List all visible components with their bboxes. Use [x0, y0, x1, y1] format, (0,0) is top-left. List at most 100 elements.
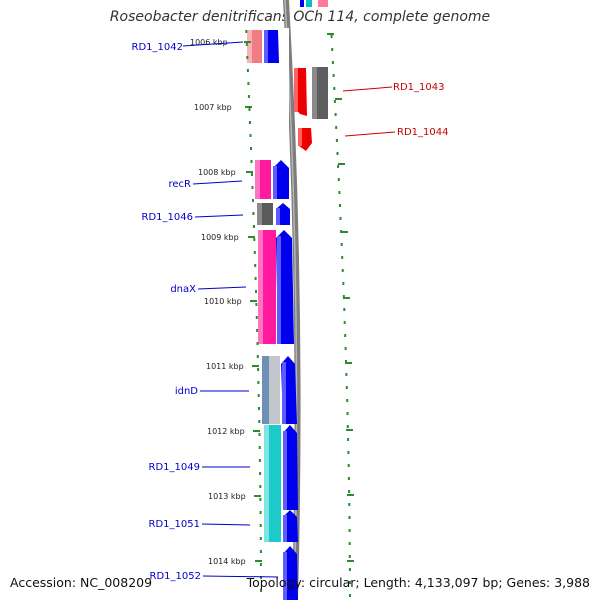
inner-tick-dot	[255, 290, 257, 293]
gene-label-rd1-1043[interactable]: RD1_1043	[342, 82, 444, 93]
inner-tick-dot	[256, 355, 259, 358]
inner-tick-dot	[246, 69, 249, 72]
gene-label-text[interactable]: RD1_1052	[150, 571, 201, 582]
outer-tick-dot	[337, 165, 340, 168]
outer-tick-dot	[336, 152, 339, 155]
outer-tick-dot	[348, 516, 351, 519]
gene-label-idnD[interactable]: idnD	[175, 386, 249, 397]
outer-tick-dot	[338, 191, 341, 194]
inner-tick-dot	[258, 407, 260, 410]
gene-label-text[interactable]: RD1_1049	[149, 462, 200, 473]
outer-tick-dot	[343, 321, 346, 324]
gene-label-text[interactable]: idnD	[175, 386, 198, 397]
inner-tick-dot	[254, 277, 257, 280]
outer-tick-dot	[339, 217, 342, 220]
gene-label-text[interactable]: recR	[169, 179, 192, 190]
inner-tick-dot	[259, 524, 262, 527]
inner-tick-dot	[260, 576, 262, 579]
inner-tick-dot	[260, 589, 262, 592]
outer-tick-dot	[347, 451, 350, 454]
outer-tick-dot	[341, 256, 344, 259]
kbp-tick: 1011 kbp	[206, 362, 259, 371]
outer-tick-dot	[348, 555, 351, 558]
inner-tick-dot	[251, 173, 253, 176]
inner-tick-dot	[258, 433, 261, 436]
inner-tick-dot	[255, 303, 258, 306]
outer-tick-dot	[346, 399, 349, 402]
kbp-tick: 1006 kbp	[190, 38, 251, 47]
inner-tick-dot	[249, 121, 251, 124]
inner-tick-dot	[258, 446, 261, 449]
gene-label-rd1-1046[interactable]: RD1_1046	[142, 212, 244, 223]
gene-label-text[interactable]: RD1_1046	[142, 212, 193, 223]
kbp-tick-label: 1008 kbp	[198, 168, 236, 177]
outer-tick-dot	[346, 425, 349, 428]
gene-label-rd1-1044[interactable]: RD1_1044	[344, 127, 448, 138]
outer-tick-dot	[344, 347, 347, 350]
outer-tick-dot	[345, 360, 347, 363]
inner-tick-dot	[252, 225, 255, 228]
kbp-tick-label: 1009 kbp	[201, 233, 239, 242]
outer-tick-dot	[341, 269, 344, 272]
kbp-tick-label: 1007 kbp	[194, 103, 232, 112]
outer-tick-dot	[347, 464, 350, 467]
outer-tick-dot	[349, 594, 351, 597]
outer-tick-dot	[347, 477, 350, 480]
inner-tick-dot	[246, 56, 249, 59]
outer-tick-dot	[333, 87, 336, 90]
outer-tick-dot	[340, 243, 343, 246]
inner-tick-dot	[259, 485, 262, 488]
gene-label-text[interactable]: RD1_1042	[132, 42, 183, 53]
gene-label-rd1-1051[interactable]: RD1_1051	[149, 519, 251, 530]
inner-tick-dot	[259, 550, 262, 553]
kbp-tick: 1010 kbp	[204, 297, 257, 306]
outer-tick-dot	[349, 581, 351, 584]
outer-tick-dot	[342, 282, 345, 285]
inner-tick-dot	[253, 238, 256, 241]
outer-tick-dot	[348, 568, 351, 571]
outer-tick-dot	[335, 139, 338, 142]
outer-tick-dot	[343, 308, 346, 311]
inner-tick-dot	[252, 212, 255, 215]
outer-tick-dot	[332, 74, 335, 77]
kbp-tick-label: 1006 kbp	[190, 38, 228, 47]
kbp-tick-label: 1012 kbp	[207, 427, 245, 436]
inner-tick-dot	[259, 537, 262, 540]
outer-tick-dot	[331, 48, 334, 51]
inner-tick-dot	[247, 82, 250, 85]
inner-tick-dot	[259, 498, 262, 501]
gene-label-recR[interactable]: recR	[169, 179, 243, 190]
outer-tick-dot	[347, 438, 350, 441]
gene-label-text[interactable]: RD1_1043	[393, 82, 444, 93]
map-title: Roseobacter denitrificans OCh 114, compl…	[109, 9, 491, 25]
gene-label-text[interactable]: RD1_1051	[149, 519, 200, 530]
outer-tick-dot	[339, 204, 341, 207]
inner-tick-dot	[254, 264, 257, 267]
inner-tick-dot	[250, 147, 252, 150]
gene-label-text[interactable]: RD1_1044	[397, 127, 448, 138]
inner-tick-dot	[255, 316, 258, 319]
gene-label-rd1-1052[interactable]: RD1_1052	[150, 571, 279, 582]
outer-tick-dot	[331, 61, 334, 64]
outer-tick-dot	[348, 542, 351, 545]
inner-tick-dot	[249, 134, 252, 137]
inner-tick-dot	[257, 368, 260, 371]
inner-tick-dot	[257, 394, 260, 397]
inner-tick-dot	[257, 381, 260, 384]
gene-label-rd1-1049[interactable]: RD1_1049	[149, 462, 250, 473]
outer-tick-dot	[335, 126, 338, 129]
kbp-tick-label: 1010 kbp	[204, 297, 242, 306]
inner-tick-dot	[248, 108, 251, 111]
gene-label-text[interactable]: dnaX	[170, 284, 196, 295]
outer-tick-dot	[346, 412, 349, 415]
gene-label-rd1-1042[interactable]: RD1_1042	[132, 41, 244, 53]
kbp-tick: 1007 kbp	[194, 103, 252, 112]
outer-tick-dot	[348, 503, 351, 506]
inner-tick-dot	[245, 43, 248, 46]
inner-tick-dot	[247, 95, 250, 98]
outer-tick-dot	[330, 35, 333, 38]
kbp-tick-label: 1013 kbp	[208, 492, 246, 501]
gene-label-dnaX[interactable]: dnaX	[170, 284, 247, 295]
inner-tick-dot	[259, 511, 262, 514]
